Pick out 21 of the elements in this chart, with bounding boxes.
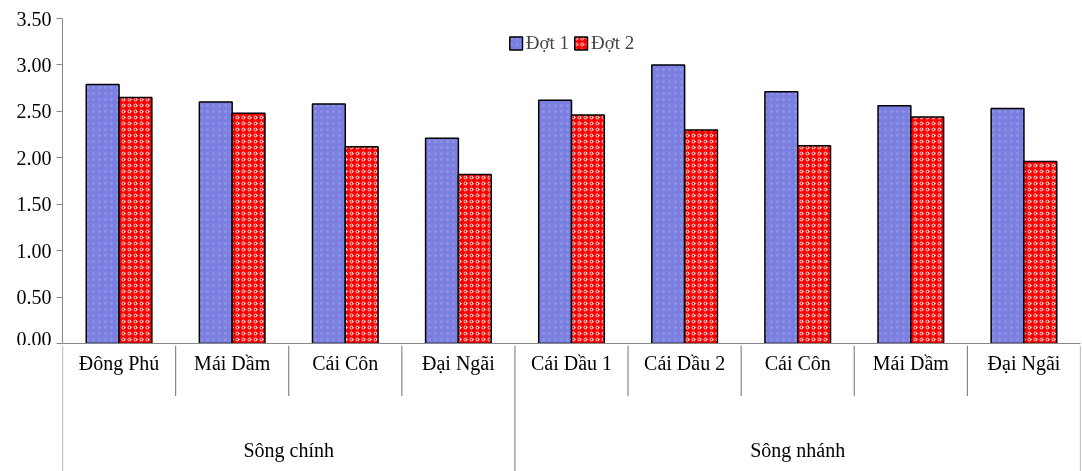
x-tick-label: Cái Dầu 2 bbox=[644, 352, 726, 375]
y-tick-label: 1.50 bbox=[16, 193, 52, 216]
y-tick-label: 1.00 bbox=[16, 239, 52, 262]
y-tick-label: 3.00 bbox=[16, 53, 52, 76]
x-tick-label: Cái Côn bbox=[764, 352, 831, 375]
x-tick-label: Mái Dầm bbox=[872, 352, 950, 375]
x-tick-label: Cái Dầu 1 bbox=[530, 352, 613, 375]
x-tick-label: Cái Côn bbox=[312, 352, 379, 375]
y-tick-label: 0.50 bbox=[16, 286, 52, 309]
x-tick-label: Đại Ngãi bbox=[987, 352, 1061, 376]
y-tick-label: 3.50 bbox=[16, 7, 52, 30]
y-tick-label: 0.00 bbox=[16, 327, 52, 350]
x-tick-label: Đại Ngãi bbox=[422, 352, 496, 376]
legend-label: Đợt 1 bbox=[525, 32, 569, 54]
y-tick-label: 2.00 bbox=[16, 146, 52, 169]
text: Sông chính bbox=[243, 439, 335, 463]
legend-label: Đợt 2 bbox=[591, 32, 635, 54]
x-tick-label: Mái Dầm bbox=[194, 352, 271, 375]
x-tick-label: Đông Phú bbox=[78, 352, 160, 376]
text: Sông nhánh bbox=[750, 439, 846, 463]
y-tick-label: 2.50 bbox=[16, 100, 52, 123]
